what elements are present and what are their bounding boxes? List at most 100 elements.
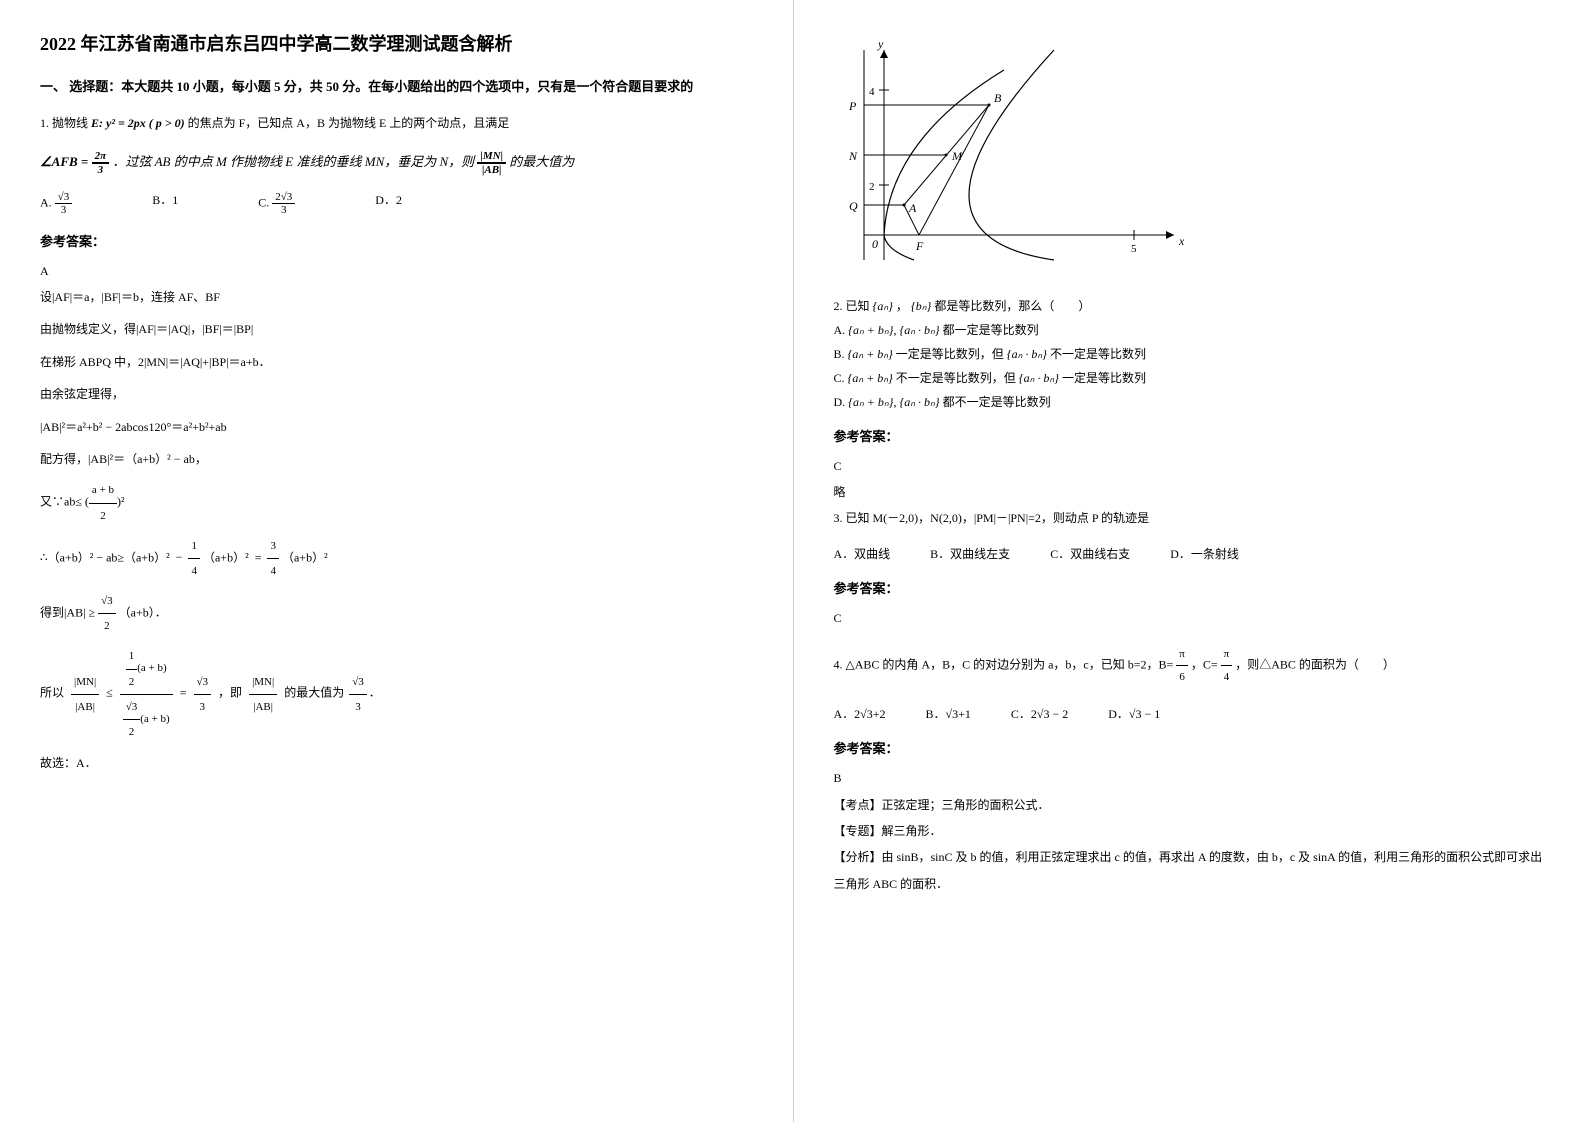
label-F: F xyxy=(915,239,924,253)
sol-line-5: |AB|²＝a²+b² − 2abcos120°＝a²+b²+ab xyxy=(40,414,753,440)
q2C-t1: {aₙ + bₙ} xyxy=(848,371,893,385)
sol10-n5: √3 xyxy=(349,670,367,695)
q4-optB: B．√3+1 xyxy=(926,702,971,726)
angle-den: 3 xyxy=(92,164,110,176)
sol9-num: √3 xyxy=(98,589,116,614)
q2B-mid: 一定是等比数列，但 xyxy=(896,347,1004,361)
q4-optC: C．2√3 − 2 xyxy=(1011,702,1068,726)
q1-angle-sym: ∠AFB = xyxy=(40,154,88,169)
sol7-pre: 又∵ab≤ xyxy=(40,495,82,509)
q1-ratio: |MN| |AB| xyxy=(477,150,506,176)
optC-den: 3 xyxy=(272,204,295,216)
q1-stem-4: 的最大值为 xyxy=(509,154,574,169)
sol10-d2: √32(a + b) xyxy=(120,695,173,744)
sol-line-4: 由余弦定理得， xyxy=(40,381,753,407)
optA-den: 3 xyxy=(55,204,73,216)
q2D-pre: D. xyxy=(834,395,849,409)
q3-optA: A．双曲线 xyxy=(834,542,891,566)
q1-options: A. √3 3 B．1 C. 2√3 3 D．2 xyxy=(40,191,753,216)
q4-answer-label: 参考答案： xyxy=(834,738,1548,757)
q1-optB: B．1 xyxy=(152,191,178,216)
q4-mid: ，C= xyxy=(1191,657,1218,671)
ratio-den: |AB| xyxy=(477,164,506,176)
q3-optC: C．双曲线右支 xyxy=(1050,542,1130,566)
sol10-post: ，即 xyxy=(218,686,242,700)
page-title: 2022 年江苏省南通市启东吕四中学高二数学理测试题含解析 xyxy=(40,30,753,56)
tick-2: 2 xyxy=(869,181,875,193)
left-column: 2022 年江苏省南通市启东吕四中学高二数学理测试题含解析 一、 选择题：本大题… xyxy=(0,0,794,1122)
q2D-t2: {aₙ · bₙ} xyxy=(899,395,939,409)
sol8-f2: 3 4 xyxy=(267,534,279,583)
q3-optB: B．双曲线左支 xyxy=(930,542,1010,566)
question-1: 1. 抛物线 E: y² = 2px ( p > 0) 的焦点为 F，已知点 A… xyxy=(40,113,753,135)
q2-answer-label: 参考答案： xyxy=(834,426,1548,445)
sol10-d4: |AB| xyxy=(249,695,277,719)
sol-line-8: ∴（a+b）² − ab≥（a+b）² − 1 4 （a+b）² = 3 4 （… xyxy=(40,534,753,583)
q2A-pre: A. xyxy=(834,323,849,337)
sol-line-10: 所以 |MN| |AB| ≤ 12(a + b) √32(a + b) = √3… xyxy=(40,644,753,744)
q2-post: 都是等比数列，那么（ ） xyxy=(934,299,1090,313)
optC-num: 2√3 xyxy=(272,191,295,204)
q4-optD: D．√3 − 1 xyxy=(1108,702,1160,726)
sol10-d3: 3 xyxy=(194,695,212,719)
q1-stem-3: ．过弦 AB 的中点 M 作抛物线 E 准线的垂线 MN，垂足为 N，则 xyxy=(112,154,477,169)
q1-optC: C. 2√3 3 xyxy=(258,191,295,216)
q2A-post: 都一定是等比数列 xyxy=(943,323,1039,337)
q1-stem-2: 的焦点为 F，已知点 A，B 为抛物线 E 上的两个动点，且满足 xyxy=(188,116,510,130)
label-Q: Q xyxy=(849,199,858,213)
sol10-d5: 3 xyxy=(349,695,367,719)
q2C-pre: C. xyxy=(834,371,848,385)
q2-answer: C xyxy=(834,453,1548,479)
sol10-f2: 12(a + b) √32(a + b) xyxy=(120,644,173,744)
q4-cden: 4 xyxy=(1221,666,1233,688)
label-y: y xyxy=(877,40,884,51)
q2C-post: 一定是等比数列 xyxy=(1062,371,1146,385)
sol7-den: 2 xyxy=(89,504,117,528)
q4-post: ，则△ABC 的面积为（ ） xyxy=(1235,657,1395,671)
q4-bnum: π xyxy=(1176,643,1188,666)
question-4: 4. △ABC 的内角 A，B，C 的对边分别为 a，b，c，已知 b=2，B=… xyxy=(834,643,1548,726)
sol8-n2: 3 xyxy=(267,534,279,559)
optA-num: √3 xyxy=(55,191,73,204)
q4-pre: 4. △ABC 的内角 A，B，C 的对边分别为 a，b，c，已知 b=2，B= xyxy=(834,657,1174,671)
q2B-t2: {aₙ · bₙ} xyxy=(1007,347,1047,361)
q3-stem: 3. 已知 M(－2,0)，N(2,0)，|PM|－|PN|=2，则动点 P 的… xyxy=(834,506,1548,530)
question-2: 2. 已知 {aₙ} ， {bₙ} 都是等比数列，那么（ ） A. {aₙ + … xyxy=(834,294,1548,414)
sol-line-7: 又∵ab≤ ( a + b 2 )² xyxy=(40,478,753,527)
sol-line-6: 配方得，|AB|²＝（a+b）² − ab， xyxy=(40,446,753,472)
sol10-f5: √3 3 xyxy=(349,670,367,719)
sol-line-9: 得到|AB| ≥ √3 2 （a+b）． xyxy=(40,589,753,638)
sol9-frac: √3 2 xyxy=(98,589,116,638)
q2B-pre: B. xyxy=(834,347,848,361)
section-header: 一、 选择题：本大题共 10 小题，每小题 5 分，共 50 分。在每小题给出的… xyxy=(40,76,753,95)
parabola-diagram: 0 y x 2 4 5 F A B M xyxy=(834,40,1548,274)
sol10-n3: √3 xyxy=(194,670,212,695)
q2-bn: {bₙ} xyxy=(911,299,931,313)
optA-label: A. xyxy=(40,195,52,209)
sol-line-3: 在梯形 ABPQ 中，2|MN|＝|AQ|+|BP|＝a+b． xyxy=(40,349,753,375)
sol10-bd: |AB| xyxy=(71,695,99,719)
q2A-t1: {aₙ + bₙ} xyxy=(848,323,893,337)
q4-cnum: π xyxy=(1221,643,1233,666)
q1-stem-1: 1. 抛物线 xyxy=(40,116,91,130)
q2B-post: 不一定是等比数列 xyxy=(1050,347,1146,361)
sol-line-1: 设|AF|＝a，|BF|＝b，连接 AF、BF xyxy=(40,284,753,310)
sol10-pre: 所以 xyxy=(40,686,64,700)
label-x: x xyxy=(1178,234,1185,248)
q4-options: A．2√3+2 B．√3+1 C．2√3 − 2 D．√3 − 1 xyxy=(834,702,1548,726)
q1-optA: A. √3 3 xyxy=(40,191,72,216)
sol7-frac: a + b 2 xyxy=(89,478,117,527)
sol9-pre: 得到|AB| xyxy=(40,606,85,620)
sol7-num: a + b xyxy=(89,478,117,503)
angle-num: 2π xyxy=(92,150,110,164)
q1-optD: D．2 xyxy=(375,191,402,216)
sol8-d2: 4 xyxy=(267,559,279,583)
sol8-mid: （a+b）² xyxy=(203,550,249,564)
sol8-d1: 4 xyxy=(188,559,200,583)
q3-answer: C xyxy=(834,605,1548,631)
q2-mid: ， xyxy=(896,299,908,313)
q2C-t2: {aₙ · bₙ} xyxy=(1019,371,1059,385)
q4-optA: A．2√3+2 xyxy=(834,702,886,726)
q4-note2: 【专题】解三角形． xyxy=(834,818,1548,844)
label-N: N xyxy=(848,149,858,163)
